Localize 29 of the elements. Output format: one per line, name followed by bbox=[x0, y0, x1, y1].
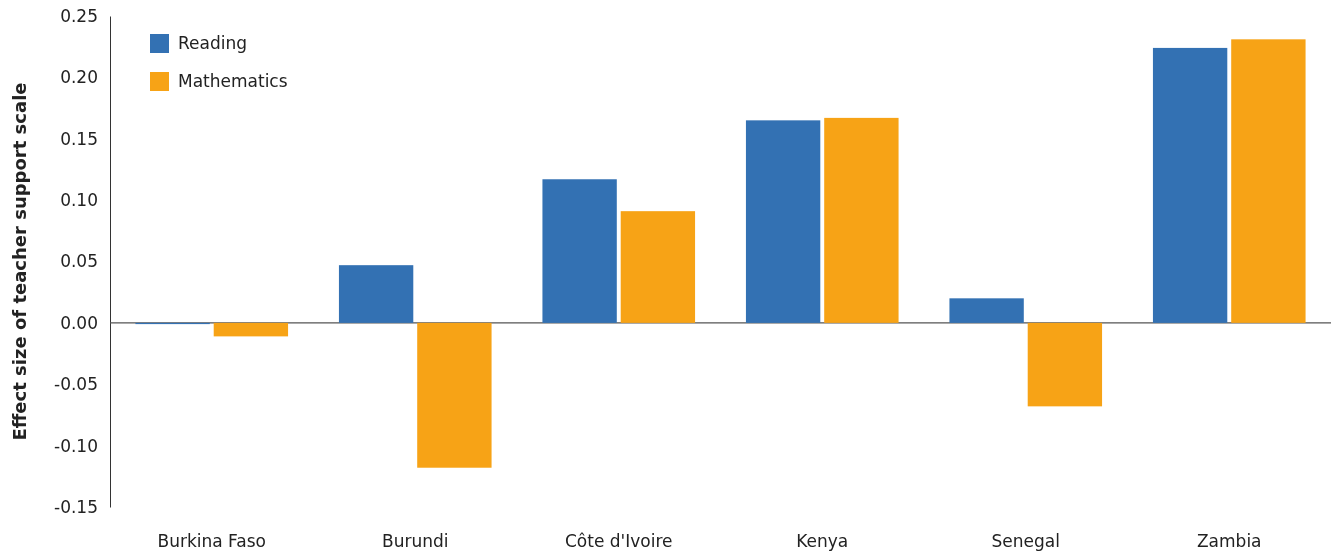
x-tick-label: Burkina Faso bbox=[157, 531, 266, 552]
bar bbox=[213, 322, 289, 337]
y-tick-label: -0.10 bbox=[54, 435, 98, 456]
x-tick-label: Côte d'Ivoire bbox=[564, 531, 673, 552]
bar bbox=[1231, 39, 1306, 323]
x-tick-label: Zambia bbox=[1196, 531, 1262, 552]
y-tick-label: 0.00 bbox=[60, 312, 98, 333]
y-tick-label: -0.05 bbox=[54, 374, 98, 395]
y-tick-label: -0.15 bbox=[54, 496, 98, 517]
x-tick-label: Senegal bbox=[991, 531, 1060, 552]
y-tick-label: 0.25 bbox=[60, 5, 98, 26]
bar bbox=[417, 322, 492, 468]
y-tick-label: 0.20 bbox=[60, 67, 98, 88]
legend-label: Reading bbox=[178, 33, 248, 53]
y-tick-label: 0.15 bbox=[60, 128, 98, 149]
y-tick-label: 0.05 bbox=[60, 251, 98, 272]
bar bbox=[745, 120, 821, 323]
x-tick-label: Burundi bbox=[382, 531, 449, 552]
bar bbox=[338, 265, 414, 323]
bar bbox=[1152, 47, 1228, 323]
y-tick-label: 0.10 bbox=[60, 190, 98, 211]
bar bbox=[824, 117, 899, 323]
bar bbox=[949, 298, 1024, 323]
legend-label: Mathematics bbox=[178, 71, 288, 91]
bar bbox=[620, 211, 696, 323]
bar bbox=[542, 179, 617, 323]
bar bbox=[1027, 322, 1103, 407]
x-tick-label: Kenya bbox=[796, 531, 849, 552]
y-axis-title: Effect size of teacher support scale bbox=[9, 82, 30, 441]
